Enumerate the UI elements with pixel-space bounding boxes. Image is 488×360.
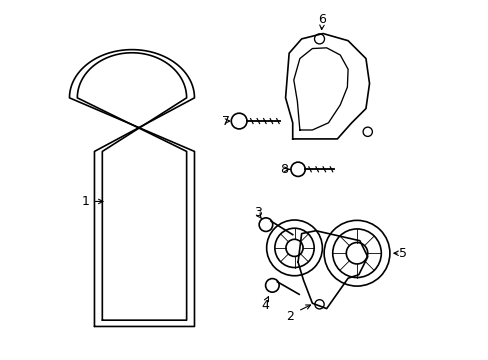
Text: 8: 8 bbox=[280, 163, 288, 176]
Text: 4: 4 bbox=[261, 299, 268, 312]
Text: 6: 6 bbox=[318, 13, 325, 26]
Text: 1: 1 bbox=[81, 195, 89, 208]
Text: 7: 7 bbox=[221, 114, 229, 127]
Text: 2: 2 bbox=[285, 310, 294, 323]
Text: 5: 5 bbox=[399, 247, 407, 260]
Text: 3: 3 bbox=[254, 206, 262, 219]
